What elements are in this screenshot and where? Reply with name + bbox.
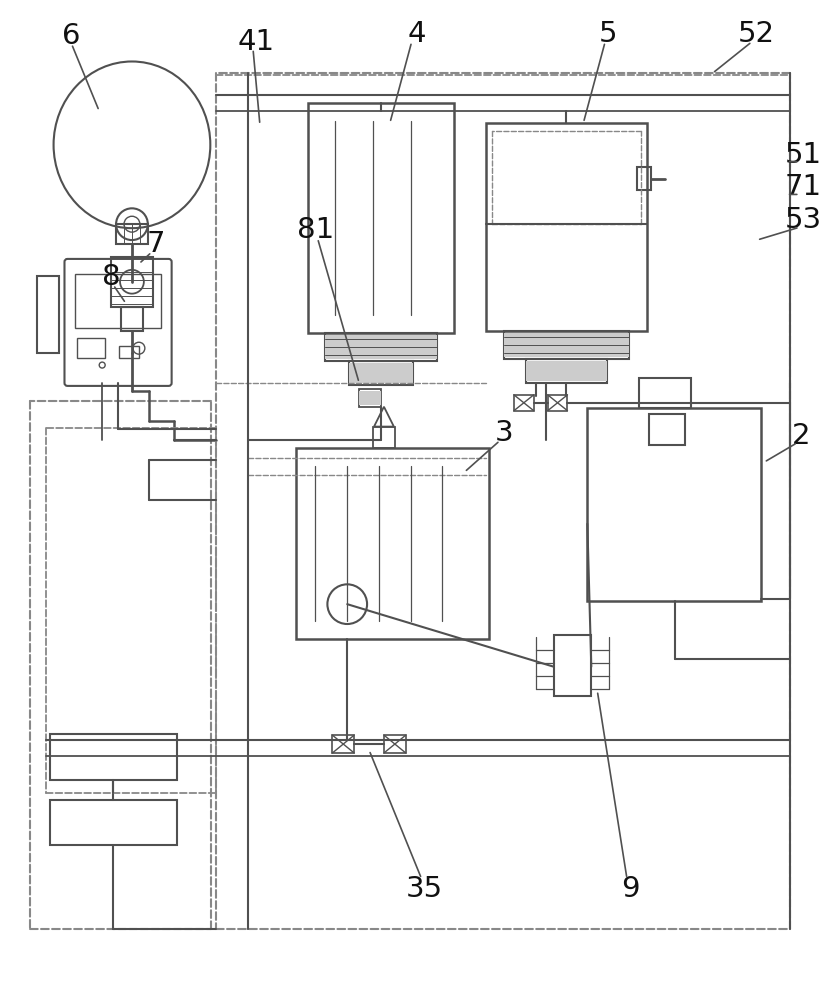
Bar bbox=[359, 391, 381, 405]
Text: 53: 53 bbox=[785, 206, 822, 234]
Bar bbox=[349, 363, 412, 383]
Bar bbox=[384, 735, 406, 753]
Text: 7: 7 bbox=[146, 230, 165, 258]
Bar bbox=[504, 331, 629, 359]
Bar bbox=[526, 361, 607, 381]
Text: 3: 3 bbox=[495, 419, 514, 447]
Bar bbox=[111, 257, 153, 307]
Bar bbox=[588, 408, 761, 601]
Bar bbox=[332, 735, 354, 753]
Bar bbox=[373, 427, 395, 448]
Bar bbox=[547, 395, 568, 411]
Bar bbox=[119, 346, 139, 358]
Bar bbox=[77, 338, 105, 358]
Bar bbox=[349, 361, 412, 385]
Bar bbox=[76, 274, 160, 328]
Bar bbox=[325, 335, 436, 359]
Text: 71: 71 bbox=[785, 173, 822, 201]
Text: 41: 41 bbox=[237, 28, 275, 56]
Bar bbox=[359, 389, 381, 407]
Text: 4: 4 bbox=[407, 20, 426, 48]
Text: 2: 2 bbox=[793, 422, 811, 450]
Text: 9: 9 bbox=[621, 875, 639, 903]
Bar bbox=[554, 635, 591, 696]
Text: 52: 52 bbox=[737, 20, 774, 48]
Bar bbox=[649, 414, 685, 445]
Bar bbox=[637, 167, 651, 190]
Bar bbox=[325, 333, 436, 361]
Bar bbox=[514, 395, 534, 411]
Bar bbox=[526, 359, 607, 383]
Bar bbox=[486, 123, 647, 331]
Bar bbox=[308, 103, 454, 333]
Bar bbox=[121, 307, 143, 331]
Bar bbox=[37, 276, 58, 353]
Text: 8: 8 bbox=[102, 263, 120, 291]
Bar bbox=[504, 333, 629, 357]
Bar bbox=[116, 224, 148, 244]
Text: 6: 6 bbox=[63, 22, 81, 50]
Text: 35: 35 bbox=[406, 875, 443, 903]
Bar bbox=[639, 378, 690, 408]
Text: 5: 5 bbox=[599, 20, 617, 48]
Text: 51: 51 bbox=[785, 141, 822, 169]
Bar bbox=[49, 800, 177, 845]
Bar bbox=[295, 448, 489, 639]
Text: 81: 81 bbox=[297, 216, 334, 244]
Bar bbox=[49, 734, 177, 780]
